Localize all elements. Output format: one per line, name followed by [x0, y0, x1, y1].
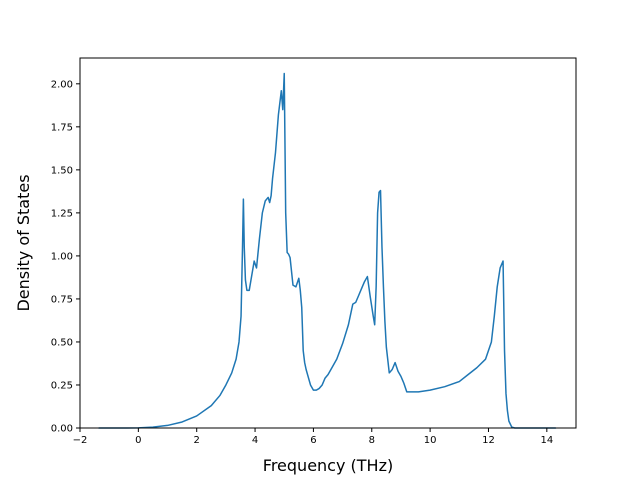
x-tick-label: 12: [482, 435, 495, 446]
x-tick-label: 10: [424, 435, 437, 446]
x-tick-label: 8: [369, 435, 375, 446]
x-tick-label: −2: [73, 435, 88, 446]
y-tick-label: 0.25: [51, 380, 73, 391]
y-tick-label: 0.50: [51, 337, 73, 348]
dos-series-line: [98, 72, 557, 429]
y-tick-label: 1.25: [51, 208, 73, 219]
x-axis-label: Frequency (THz): [263, 456, 393, 475]
y-tick-label: 2.00: [51, 79, 73, 90]
x-tick-label: 6: [310, 435, 316, 446]
y-tick-label: 0.75: [51, 294, 73, 305]
x-tick-label: 2: [194, 435, 200, 446]
y-tick-label: 1.50: [51, 165, 73, 176]
x-tick-label: 0: [135, 435, 141, 446]
x-axis-ticks: −2 0 2 4 6 8 10 12 14: [73, 428, 553, 446]
axes-frame: [79, 57, 577, 429]
x-tick-label: 4: [252, 435, 258, 446]
y-axis-ticks: 0.00 0.25 0.50 0.75 1.00 1.25 1.50 1.75 2.00: [51, 79, 80, 435]
y-tick-label: 1.75: [51, 122, 73, 133]
y-tick-label: 0.00: [51, 424, 73, 435]
y-tick-label: 1.00: [51, 251, 73, 262]
y-axis-label: Density of States: [14, 174, 33, 311]
x-tick-label: 14: [540, 435, 553, 446]
plot-area: [98, 72, 557, 429]
